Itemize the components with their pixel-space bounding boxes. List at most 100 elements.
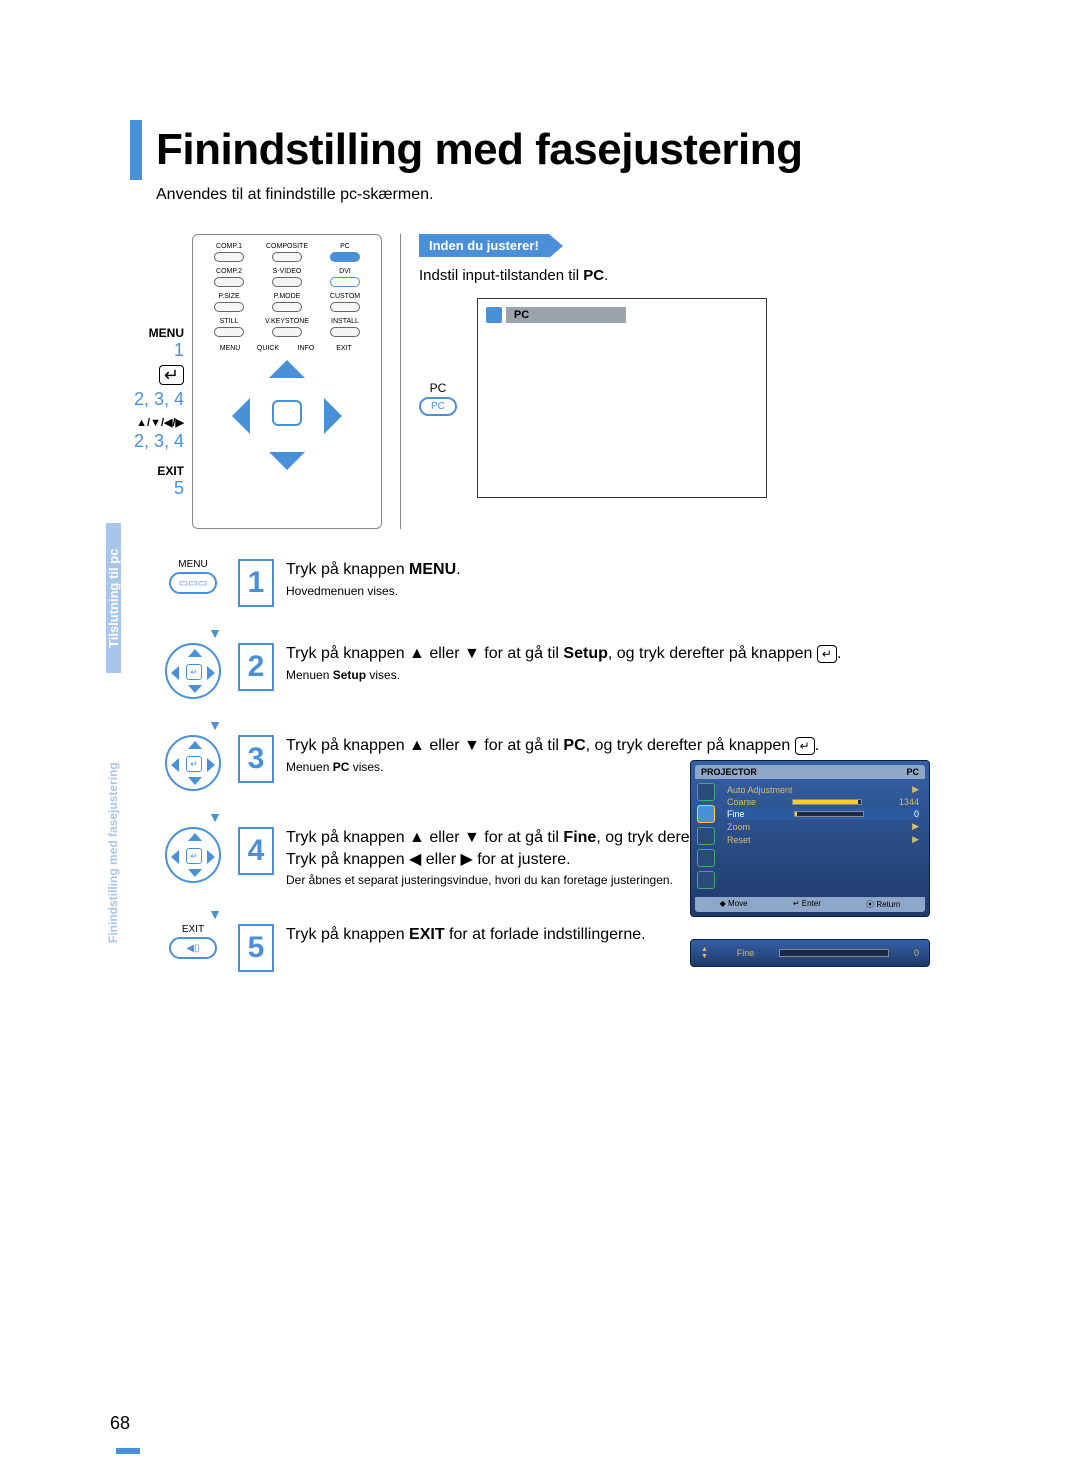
osd-row-coarse-value: 1344: [899, 797, 919, 807]
osd-fine-arrows-icon: ▲▼: [701, 946, 708, 960]
step-2-sub-pre: Menuen: [286, 668, 333, 682]
step-2-icon: ↵: [160, 643, 226, 699]
remote-exit-corner: EXIT: [325, 345, 363, 352]
right-info-box: Inden du justerer! Indstil input-tilstan…: [419, 234, 950, 498]
step-5-text-pre: Tryk på knappen: [286, 926, 409, 943]
dpad-small-icon: ↵: [165, 643, 221, 699]
page-number: 68: [110, 1413, 130, 1434]
remote-labels-column: MENU 1 ↵ 2, 3, 4 ▲/▼/◀/▶ 2, 3, 4 EXIT 5: [130, 234, 192, 499]
osd-cat-icon-selected: [697, 805, 715, 823]
step-1-icon: MENU ▭▭▭: [160, 559, 226, 594]
label-steps-234b: 2, 3, 4: [130, 431, 184, 452]
connector-2: ▼: [182, 717, 248, 733]
remote-small-row: MENU QUICK INFO EXIT: [201, 345, 373, 352]
step-2-text-post: , og tryk derefter på knappen: [608, 645, 817, 662]
enter-symbol-icon: ↵: [795, 737, 815, 755]
dpad-up-icon: [269, 360, 305, 378]
connector-4: ▼: [182, 906, 248, 922]
step-4-number: 4: [238, 827, 274, 875]
osd-cat-icon-1: [697, 783, 715, 801]
exit-label: EXIT: [160, 924, 226, 935]
step-3-sub-post: vises.: [349, 760, 383, 774]
dpad-small-icon: ↵: [165, 827, 221, 883]
step-4-text-pre: Tryk på knappen ▲ eller ▼ for at gå til: [286, 829, 563, 846]
step-5-icon: EXIT ◀▯: [160, 924, 226, 959]
step-3-sub-pre: Menuen: [286, 760, 333, 774]
osd-settings-list: Auto Adjustment ▶ Coarse 1344 Fine 0: [721, 779, 925, 897]
remote-btn-composite: [272, 252, 302, 262]
osd-row-auto-value: ▶: [912, 784, 919, 795]
dpad-small-icon: ↵: [165, 735, 221, 791]
dpad-down-icon: [269, 452, 305, 470]
step-2: ↵ 2 Tryk på knappen ▲ eller ▼ for at gå …: [160, 643, 950, 699]
label-menu: MENU: [130, 326, 184, 340]
menu-label: MENU: [160, 559, 226, 570]
pc-screen-label: PC: [506, 307, 626, 323]
remote-btn-svideo: [272, 277, 302, 287]
remote-btn-comp2-label: COMP.2: [216, 268, 242, 275]
remote-btn-pmode: [272, 302, 302, 312]
osd-footer-return: ⦿ Return: [866, 899, 900, 910]
osd-row-reset: Reset ▶: [727, 833, 919, 846]
menu-button-icon: ▭▭▭: [169, 572, 217, 594]
remote-btn-dvi-label: DVI: [339, 268, 351, 275]
title-accent-bar: [130, 120, 142, 180]
pc-indicator-row: PC PC PC: [419, 298, 950, 498]
title-wrap: Finindstilling med fasejustering: [130, 120, 950, 180]
step-5-text-post: for at forlade indstillingerne.: [445, 926, 646, 943]
remote-info-label: INFO: [287, 345, 325, 352]
osd-row-zoom-value: ▶: [912, 821, 919, 832]
osd-header: PROJECTOR PC: [695, 765, 925, 779]
enter-icon: ↵: [159, 365, 184, 385]
remote-quick-label: QUICK: [249, 345, 287, 352]
step-5-number: 5: [238, 924, 274, 972]
pc-oval-column: PC PC: [419, 381, 457, 416]
remote-btn-comp1: [214, 252, 244, 262]
osd-footer-move: ◆ Move: [720, 899, 748, 910]
remote-menu-corner: MENU: [211, 345, 249, 352]
step-2-text-bold: Setup: [563, 645, 607, 662]
remote-btn-pc: [330, 252, 360, 262]
osd-row-zoom-label: Zoom: [727, 822, 750, 832]
step-1-number: 1: [238, 559, 274, 607]
note-text-pre: Indstil input-tilstanden til: [419, 267, 583, 284]
osd-fine-value: 0: [914, 948, 919, 958]
step-5-text-bold: EXIT: [409, 926, 445, 943]
sidebar-section-label: Tilslutning til pc: [106, 523, 121, 673]
step-2-sub-bold: Setup: [333, 668, 366, 682]
remote-btn-custom-label: CUSTOM: [330, 293, 360, 300]
input-mode-note: Indstil input-tilstanden til PC.: [419, 267, 950, 284]
step-3-text-pre: Tryk på knappen ▲ eller ▼ for at gå til: [286, 737, 563, 754]
pc-screen-icon: [486, 307, 502, 323]
remote-btn-pmode-label: P.MODE: [274, 293, 301, 300]
step-2-sub-post: vises.: [366, 668, 400, 682]
remote-btn-vkeystone: [272, 327, 302, 337]
osd-row-auto-label: Auto Adjustment: [727, 785, 793, 795]
pc-label-text: PC: [419, 381, 457, 395]
step-1-text-bold: MENU: [409, 561, 456, 578]
connector-3: ▼: [182, 809, 248, 825]
remote-btn-custom: [330, 302, 360, 312]
osd-row-zoom: Zoom ▶: [727, 820, 919, 833]
remote-btn-pc-label: PC: [340, 243, 350, 250]
pc-screen-preview: PC: [477, 298, 767, 498]
connector-1: ▼: [182, 625, 248, 641]
step-3-text-post: , og tryk derefter på knappen: [586, 737, 795, 754]
step-1-text-pre: Tryk på knappen: [286, 561, 409, 578]
top-section: MENU 1 ↵ 2, 3, 4 ▲/▼/◀/▶ 2, 3, 4 EXIT 5 …: [130, 234, 950, 529]
osd-cat-icon-4: [697, 849, 715, 867]
remote-diagram: COMP.1 COMPOSITE PC COMP.2 S-VIDEO DVI P…: [192, 234, 382, 529]
osd-fine-label: Fine: [737, 948, 755, 958]
page-content: Finindstilling med fasejustering Anvende…: [130, 120, 950, 990]
osd-category-icons: [695, 779, 721, 897]
osd-row-coarse-label: Coarse: [727, 797, 756, 807]
osd-row-fine-selected: Fine 0: [727, 808, 919, 820]
label-step-1: 1: [130, 340, 184, 361]
remote-btn-psize: [214, 302, 244, 312]
dpad-left-icon: [232, 398, 250, 434]
enter-symbol-icon: ↵: [817, 645, 837, 663]
label-steps-234a: 2, 3, 4: [130, 389, 184, 410]
step-1-body: Tryk på knappen MENU. Hovedmenuen vises.: [286, 559, 950, 599]
remote-btn-install: [330, 327, 360, 337]
step-1: MENU ▭▭▭ 1 Tryk på knappen MENU. Hovedme…: [160, 559, 950, 607]
